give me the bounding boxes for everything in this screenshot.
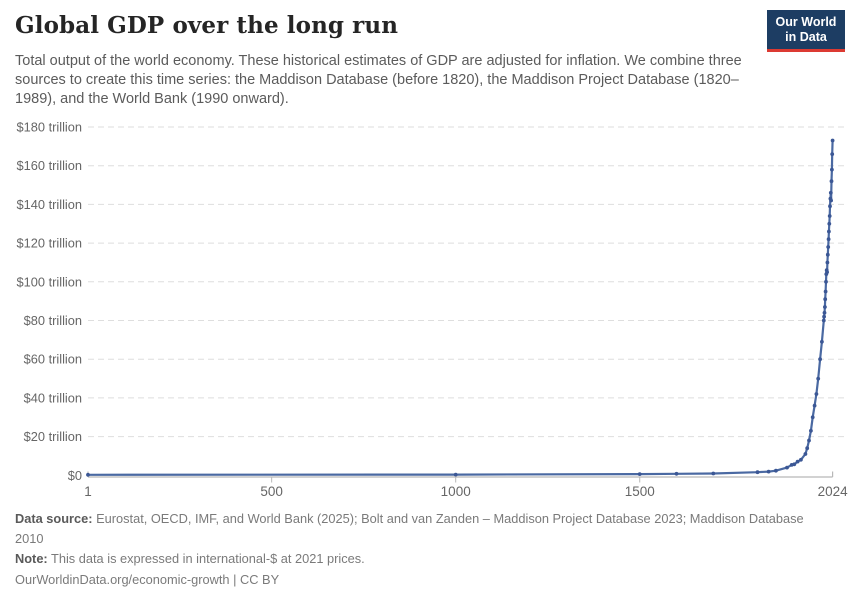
gdp-data-point[interactable] <box>674 471 679 476</box>
y-axis-label: $20 trillion <box>24 429 82 444</box>
gdp-data-point[interactable] <box>830 138 835 143</box>
note-line: Note: This data is expressed in internat… <box>15 549 835 569</box>
owid-logo-line1: Our World <box>775 15 837 29</box>
gdp-data-point[interactable] <box>766 469 771 474</box>
gdp-data-point[interactable] <box>825 252 830 257</box>
gdp-line-chart: $0 $20 trillion $40 trillion $60 trillion $8… <box>17 120 849 500</box>
gdp-data-point[interactable] <box>818 357 822 362</box>
gdp-data-point[interactable] <box>805 446 810 451</box>
gdp-data-point[interactable] <box>803 452 808 456</box>
gdp-data-point[interactable] <box>824 279 828 284</box>
y-axis-label: $160 trillion <box>17 158 82 173</box>
gdp-line[interactable] <box>86 139 834 476</box>
gdp-data-point[interactable] <box>822 314 826 319</box>
chart-subtitle: Total output of the world economy. These… <box>15 53 742 107</box>
gdp-data-point[interactable] <box>774 468 778 473</box>
x-axis-label: 1000 <box>441 484 471 499</box>
gdp-data-point[interactable] <box>823 305 827 309</box>
gdp-data-point[interactable] <box>810 415 815 420</box>
y-axis-label: $120 trillion <box>17 236 82 251</box>
gdp-data-point[interactable] <box>827 214 832 218</box>
gdp-data-point[interactable] <box>823 297 828 302</box>
gdp-data-point[interactable] <box>827 221 832 226</box>
gdp-data-point[interactable] <box>816 376 821 381</box>
x-axis-label: 2024 <box>818 484 849 499</box>
gdp-data-point[interactable] <box>822 310 827 315</box>
gdp-data-point[interactable] <box>827 229 831 234</box>
gdp-data-point[interactable] <box>807 438 811 443</box>
gdp-data-point[interactable] <box>711 471 716 476</box>
gdp-data-point[interactable] <box>829 198 833 203</box>
y-axis-label: $140 trillion <box>17 197 82 212</box>
gdp-data-point[interactable] <box>799 457 803 462</box>
gdp-data-point[interactable] <box>830 167 834 172</box>
gdp-data-point[interactable] <box>820 339 824 344</box>
owid-logo-line2: in Data <box>785 30 827 44</box>
note-label: Note: <box>15 551 48 566</box>
x-axis-label: 1 <box>84 484 92 499</box>
chart-footer: Data source: Eurostat, OECD, IMF, and Wo… <box>15 509 835 590</box>
note-text: This data is expressed in international-… <box>47 551 365 566</box>
data-source-text: Eurostat, OECD, IMF, and World Bank (202… <box>15 511 804 546</box>
y-axis-label: $40 trillion <box>24 390 82 405</box>
gdp-data-point[interactable] <box>755 470 760 475</box>
y-axis-label: $80 trillion <box>24 313 82 328</box>
gdp-data-point[interactable] <box>828 190 833 195</box>
gdp-data-point[interactable] <box>830 152 835 157</box>
x-axis-label: 500 <box>260 484 283 499</box>
page-title: Global GDP over the long run <box>15 12 399 39</box>
y-axis-label: $60 trillion <box>24 352 82 367</box>
gdp-data-point[interactable] <box>825 270 829 274</box>
y-axis-label: $180 trillion <box>17 120 82 135</box>
gdp-data-point[interactable] <box>826 237 831 242</box>
gdp-data-point[interactable] <box>795 459 800 464</box>
gdp-data-point[interactable] <box>823 289 828 294</box>
gdp-data-point[interactable] <box>453 472 458 477</box>
gdp-data-point[interactable] <box>809 428 813 433</box>
gdp-data-point[interactable] <box>826 245 831 249</box>
owid-logo[interactable]: Our World in Data <box>767 10 845 52</box>
data-source-line: Data source: Eurostat, OECD, IMF, and Wo… <box>15 509 835 548</box>
gdp-data-point[interactable] <box>828 204 832 209</box>
data-source-label: Data source: <box>15 511 93 526</box>
gdp-data-point[interactable] <box>829 179 834 184</box>
gdp-data-point[interactable] <box>792 462 797 467</box>
owid-url-link[interactable]: OurWorldinData.org/economic-growth | CC … <box>15 571 280 587</box>
gdp-data-point[interactable] <box>785 465 789 470</box>
gdp-data-point[interactable] <box>86 472 90 477</box>
gdp-data-point[interactable] <box>812 403 817 408</box>
y-axis-label: $100 trillion <box>17 274 82 289</box>
x-axis-label: 1500 <box>625 484 655 499</box>
gdp-data-point[interactable] <box>821 318 826 323</box>
y-axis-label: $0 <box>68 468 82 483</box>
gdp-data-point[interactable] <box>825 260 830 265</box>
gdp-data-point[interactable] <box>814 392 819 396</box>
gdp-data-point[interactable] <box>637 472 642 476</box>
